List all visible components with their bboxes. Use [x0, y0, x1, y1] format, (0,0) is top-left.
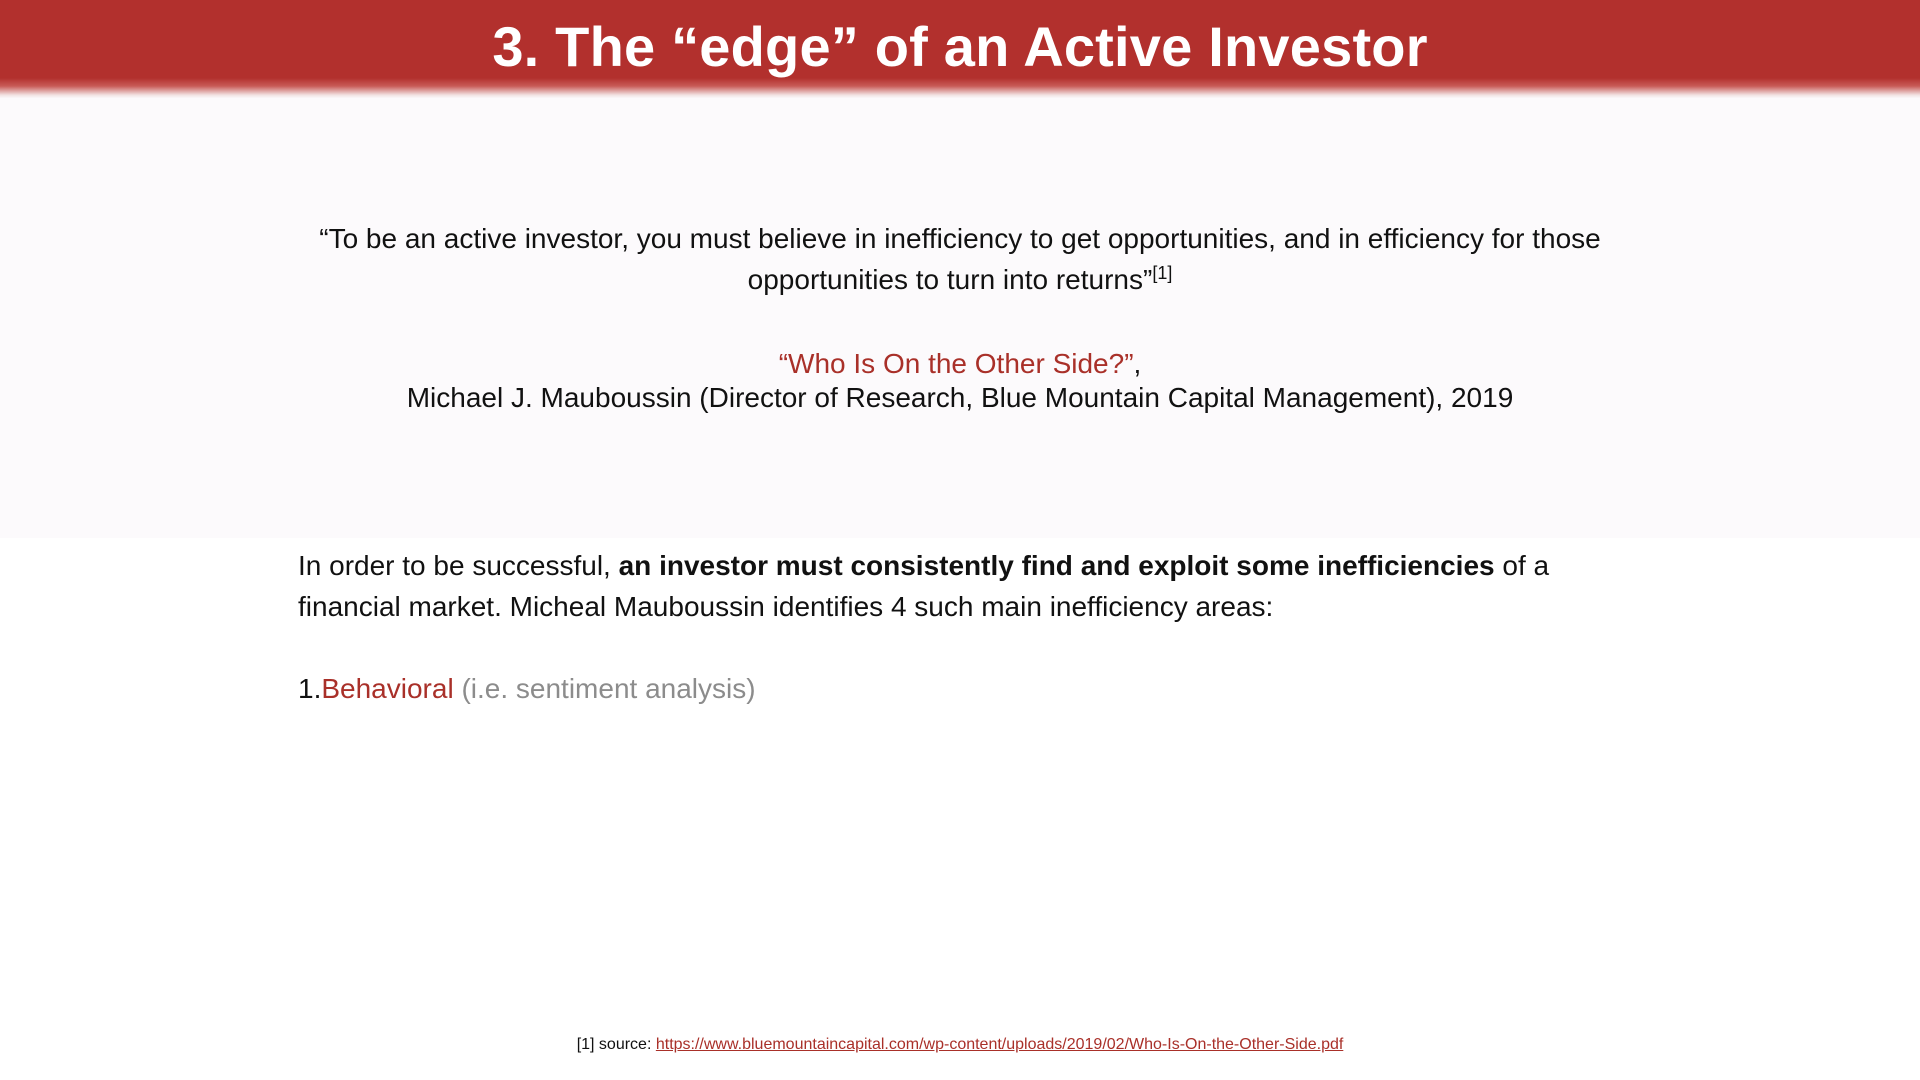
footnote-label: [1] source:	[576, 1036, 656, 1053]
quote-block: “To be an active investor, you must beli…	[300, 218, 1620, 300]
citation-title: “Who Is On the Other Side?”	[778, 348, 1134, 379]
quote-footnote-ref: [1]	[1152, 263, 1173, 283]
body-paragraph: In order to be successful, an investor m…	[298, 545, 1598, 627]
list-item: 1.Behavioral (i.e. sentiment analysis)	[298, 669, 756, 709]
footnote-link[interactable]: https://www.bluemountaincapital.com/wp-c…	[655, 1036, 1344, 1053]
quote-text: “To be an active investor, you must beli…	[319, 223, 1601, 295]
quote-panel	[0, 98, 1920, 538]
citation-title-line: “Who Is On the Other Side?”,	[0, 346, 1920, 382]
list-item-label: Behavioral	[321, 673, 454, 704]
body-emphasis: an investor must consistently find and e…	[618, 550, 1495, 581]
body-intro: In order to be successful,	[298, 550, 619, 581]
list-item-number: 1.	[298, 673, 322, 704]
footnote: [1] source: https://www.bluemountaincapi…	[0, 1034, 1920, 1056]
slide-title: 3. The “edge” of an Active Investor	[492, 15, 1428, 78]
title-bar	[0, 0, 1920, 98]
list-item-note: (i.e. sentiment analysis)	[453, 673, 756, 704]
citation-author: Michael J. Mauboussin (Director of Resea…	[406, 382, 1514, 413]
citation-title-suffix: ,	[1133, 348, 1142, 379]
body-rest: of a financial market. Micheal Mauboussi…	[298, 550, 1550, 622]
